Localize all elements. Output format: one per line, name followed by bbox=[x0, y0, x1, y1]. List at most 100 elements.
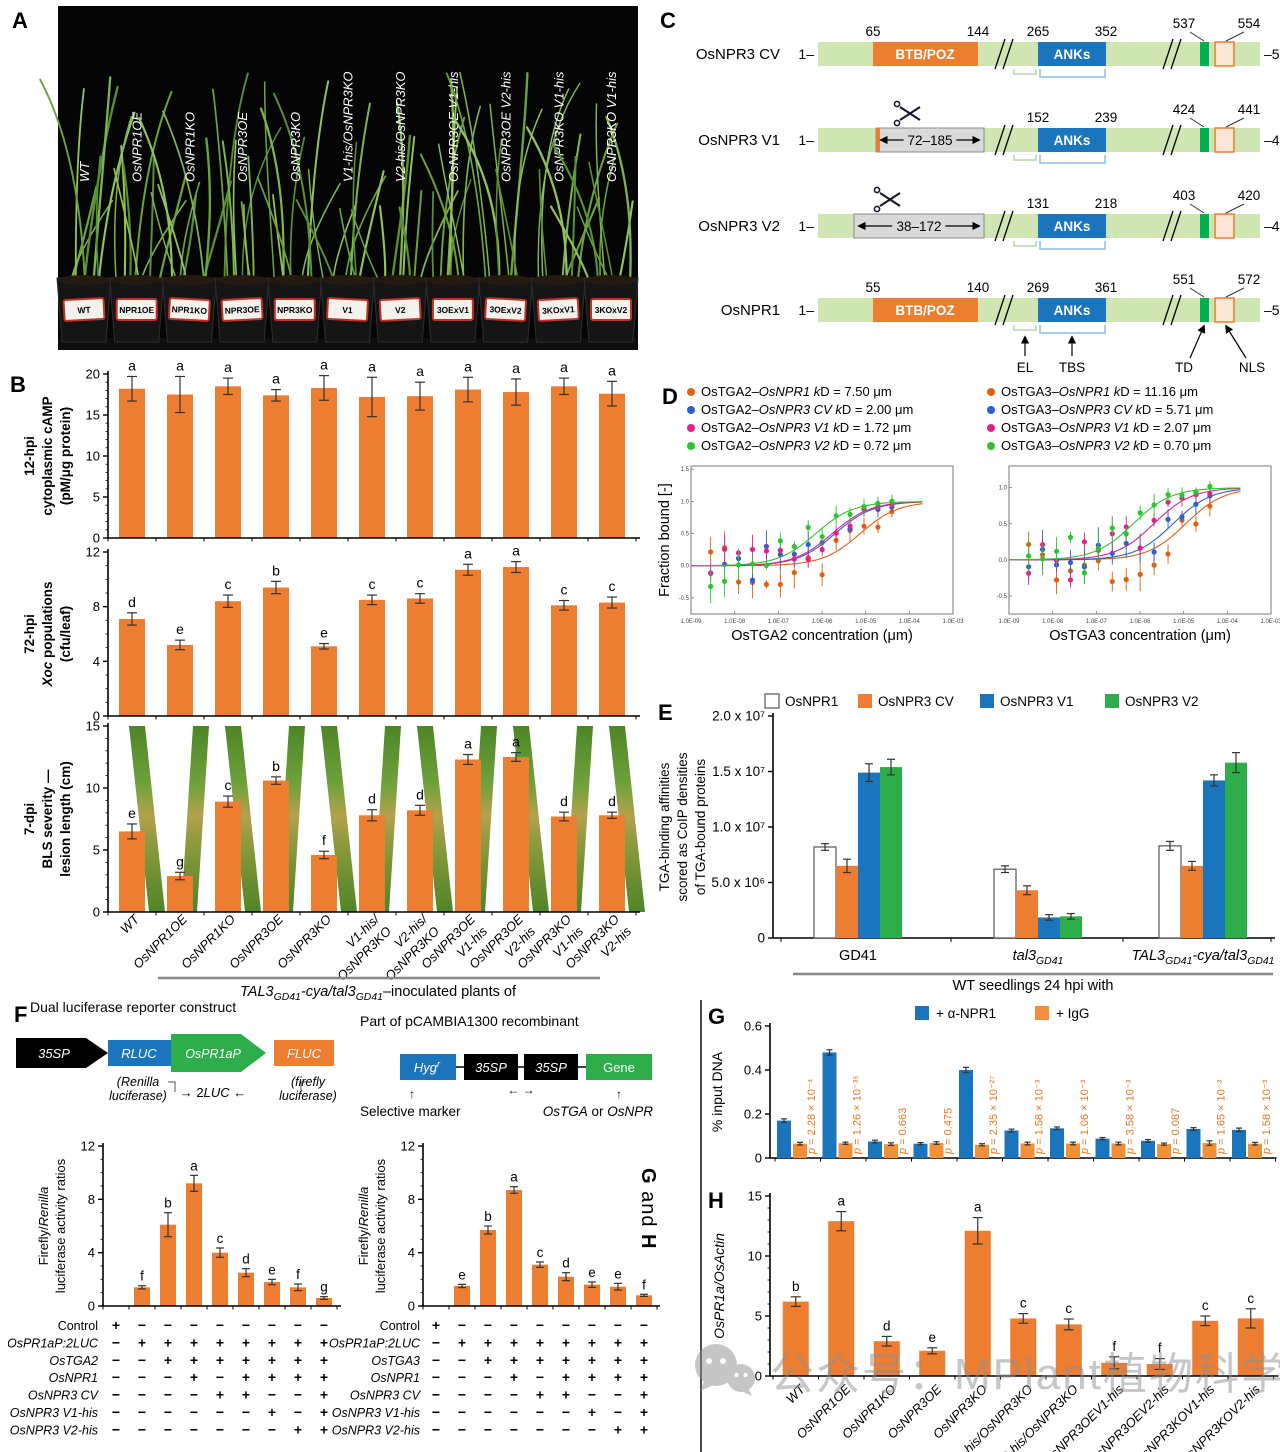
matrix-cell: + bbox=[138, 1334, 146, 1350]
sig-letter: a bbox=[368, 360, 376, 374]
anks-domain bbox=[1038, 298, 1106, 322]
bar-chart-F2: 0 4 8 12 e b a c d e e f Firefly/Renilla luciferase a… bbox=[329, 1139, 660, 1437]
sig-letter: d bbox=[562, 1256, 570, 1271]
pot-group: NPR3OE bbox=[212, 72, 282, 343]
bar-anpr1 bbox=[868, 1141, 882, 1158]
leaf-image bbox=[321, 726, 357, 912]
legend-dot bbox=[987, 388, 995, 396]
residue-number: 144 bbox=[967, 24, 990, 39]
bar bbox=[407, 810, 433, 912]
matrix-cell: + bbox=[562, 1352, 570, 1368]
bar bbox=[506, 1190, 522, 1306]
bar bbox=[551, 605, 577, 716]
bar bbox=[454, 1286, 470, 1306]
data-point bbox=[763, 581, 770, 587]
bar-anpr1 bbox=[777, 1120, 791, 1158]
residue-number: 239 bbox=[1095, 110, 1118, 125]
y-tick-label: 4 bbox=[88, 1245, 95, 1260]
break-mark bbox=[1162, 124, 1174, 156]
p-value-label: p = 1.58 × 10⁻³ bbox=[1261, 1079, 1273, 1155]
sig-letter: c bbox=[225, 777, 232, 793]
gene-label: Gene bbox=[603, 1060, 635, 1075]
bar bbox=[993, 868, 1017, 939]
matrix-cell: − bbox=[320, 1317, 328, 1333]
pot-label-plate bbox=[167, 297, 211, 322]
anks-label: ANKs bbox=[1054, 133, 1091, 148]
pot-label-plate bbox=[326, 297, 369, 322]
panel-h-expression-chart: 051015bWTaOsNPR1OEdOsNPR1KOeOsNPR3OEaOsN… bbox=[711, 1189, 1279, 1452]
data-point bbox=[1053, 577, 1060, 583]
matrix-cell: + bbox=[294, 1421, 302, 1437]
data-point bbox=[861, 504, 867, 510]
pot-group: 3OExV1 bbox=[419, 77, 482, 343]
y-tick-label: 5 bbox=[93, 843, 100, 858]
data-point bbox=[1067, 577, 1074, 583]
x-tick-label: 1.0E-04 bbox=[1217, 619, 1239, 625]
matrix-cell: + bbox=[432, 1317, 440, 1333]
matrix-cell: + bbox=[640, 1369, 648, 1385]
matrix-cell: + bbox=[320, 1369, 328, 1385]
panel-b-caption: TAL3GD41-cya/tal3GD41–inoculated plants … bbox=[240, 984, 517, 1000]
sig-letter: g bbox=[176, 853, 184, 869]
y-axis-title: (cfu/leaf) bbox=[58, 606, 73, 662]
data-point bbox=[1039, 556, 1046, 562]
panel-c-label: C bbox=[660, 8, 676, 33]
bar bbox=[828, 1221, 855, 1376]
sig-letter: e bbox=[176, 621, 184, 637]
sig-letter: a bbox=[512, 360, 520, 376]
matrix-row-label: OsPR1aP:2LUC bbox=[8, 1336, 99, 1350]
matrix-cell: + bbox=[320, 1387, 328, 1403]
pot-group: V2 bbox=[350, 101, 459, 343]
y-tick-label: 0 bbox=[93, 531, 100, 546]
bar-chart-B3: 0 5 10 15 e g c b f d d a a d d 7-dpi BLS severity — lesi… bbox=[22, 719, 645, 920]
divergent-arrows: ← → bbox=[507, 1083, 534, 1097]
gene-note: OsTGA or OsNPR bbox=[543, 1104, 654, 1119]
matrix-row-label: OsTGA3 bbox=[371, 1354, 420, 1368]
p35s-box-2 bbox=[524, 1054, 578, 1080]
break-mark bbox=[1162, 38, 1174, 70]
protein-name: OsNPR3 V2 bbox=[698, 218, 780, 235]
matrix-cell: + bbox=[536, 1387, 544, 1403]
sig-letter: a bbox=[190, 1158, 198, 1173]
matrix-cell: − bbox=[484, 1404, 492, 1420]
panel-h-label: H bbox=[708, 1188, 724, 1213]
panels-gh-side-label: G and H bbox=[636, 1168, 659, 1250]
data-point bbox=[833, 513, 839, 519]
matrix-row-label: OsNPR1 bbox=[371, 1371, 420, 1385]
sig-letter: e bbox=[614, 1266, 622, 1281]
break-mark bbox=[994, 124, 1006, 156]
bar bbox=[919, 1350, 946, 1376]
data-point bbox=[1067, 534, 1074, 540]
y-axis-title: luciferase activity ratios bbox=[53, 1158, 68, 1293]
pot-group: 3KOxV1 bbox=[525, 82, 619, 343]
td-residue: 424 bbox=[1173, 102, 1196, 117]
data-point bbox=[721, 578, 728, 584]
matrix-cell: − bbox=[112, 1421, 120, 1437]
y-tick-label: 12 bbox=[81, 1139, 95, 1154]
sig-letter: c bbox=[1020, 1296, 1027, 1311]
soil bbox=[163, 275, 216, 285]
bar-igg bbox=[1020, 1143, 1035, 1158]
matrix-cell: + bbox=[294, 1352, 302, 1368]
pot-label-plate bbox=[484, 297, 527, 322]
bar-anpr1 bbox=[1141, 1140, 1155, 1158]
bar-igg bbox=[793, 1143, 807, 1158]
matrix-cell: − bbox=[588, 1421, 596, 1437]
matrix-cell: − bbox=[112, 1387, 120, 1403]
legend-dot bbox=[687, 424, 695, 432]
bar bbox=[636, 1295, 652, 1306]
sig-letter: a bbox=[128, 360, 136, 373]
data-point bbox=[1095, 546, 1101, 552]
sig-letter: a bbox=[176, 360, 184, 373]
matrix-cell: − bbox=[432, 1404, 440, 1420]
ospr1ap-arrow bbox=[171, 1034, 266, 1072]
data-point bbox=[1053, 548, 1060, 554]
data-point bbox=[1193, 501, 1199, 507]
matrix-cell: + bbox=[588, 1352, 596, 1368]
p-value-label: p = 2.28 × 10⁻⁴ bbox=[806, 1078, 818, 1155]
protein-row-OsNPR1: OsNPR1 1– BTB/POZ 55 140 ANKs 269 361 551 572–582 bbox=[721, 272, 1280, 334]
data-point bbox=[805, 524, 811, 531]
sig-letter: a bbox=[320, 360, 328, 373]
bar bbox=[873, 1341, 900, 1376]
matrix-cell: + bbox=[294, 1369, 302, 1385]
